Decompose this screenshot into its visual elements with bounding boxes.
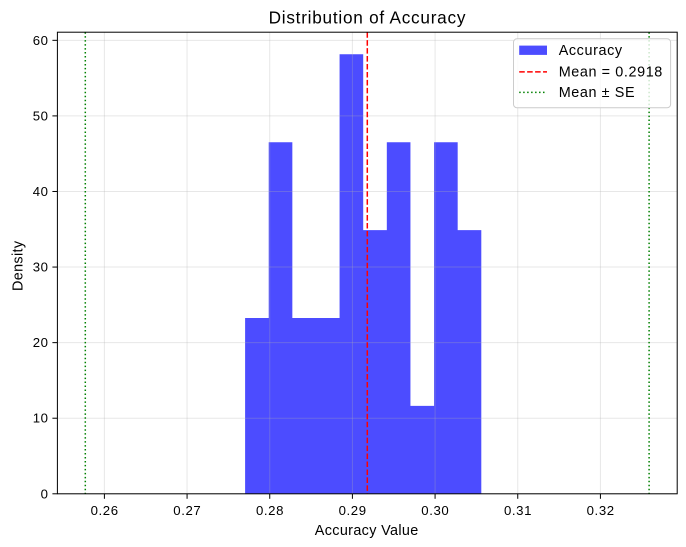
svg-text:60: 60 <box>33 33 49 48</box>
svg-text:30: 30 <box>33 260 49 275</box>
svg-text:Mean = 0.2918: Mean = 0.2918 <box>559 64 663 80</box>
svg-text:Accuracy Value: Accuracy Value <box>315 523 419 539</box>
svg-text:40: 40 <box>33 184 49 199</box>
svg-text:50: 50 <box>33 108 49 123</box>
svg-text:0.29: 0.29 <box>339 503 367 518</box>
svg-text:Distribution of Accuracy: Distribution of Accuracy <box>269 8 467 28</box>
svg-text:20: 20 <box>33 335 49 350</box>
svg-text:0.27: 0.27 <box>173 503 201 518</box>
svg-text:Mean ± SE: Mean ± SE <box>559 85 636 101</box>
svg-text:0: 0 <box>41 486 49 501</box>
svg-text:0.30: 0.30 <box>421 503 449 518</box>
svg-text:0.26: 0.26 <box>91 503 119 518</box>
svg-text:Density: Density <box>11 240 27 291</box>
svg-text:0.31: 0.31 <box>504 503 532 518</box>
svg-text:0.28: 0.28 <box>256 503 284 518</box>
svg-text:0.32: 0.32 <box>587 503 615 518</box>
svg-text:Accuracy: Accuracy <box>559 43 623 59</box>
svg-text:10: 10 <box>33 411 49 426</box>
